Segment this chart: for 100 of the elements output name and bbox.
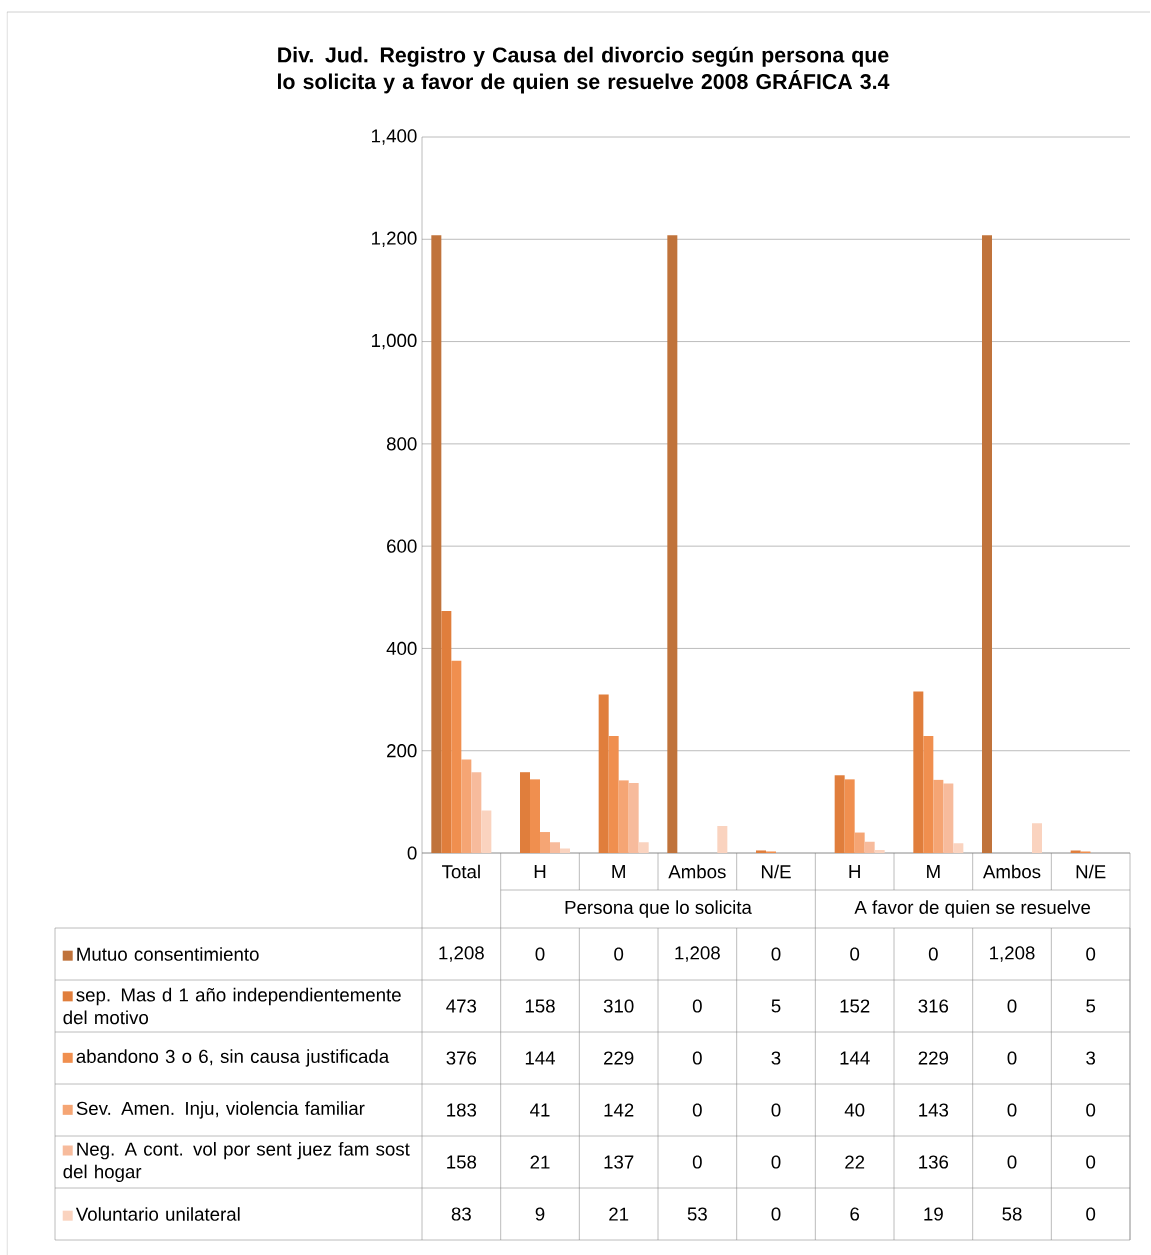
data-label: 5 xyxy=(771,999,781,1013)
data-label: 0 xyxy=(1007,999,1017,1013)
data-label: 21 xyxy=(530,1155,550,1169)
data-label: 0 xyxy=(850,947,860,961)
data-label: 137 xyxy=(604,1155,634,1169)
y-tick-label: 1,200 xyxy=(372,231,417,247)
legend-label: Voluntario unilateral xyxy=(75,1207,240,1221)
data-label: 0 xyxy=(692,999,702,1013)
y-tick-label: 200 xyxy=(387,744,417,758)
bar xyxy=(667,235,678,854)
data-label: 0 xyxy=(614,947,624,961)
data-label: 144 xyxy=(525,1051,556,1065)
y-tick-label: 0 xyxy=(407,846,417,860)
legend-label: Sev. Amen. Inju, violencia familiar xyxy=(76,1101,365,1119)
bar xyxy=(717,825,728,854)
data-label: 229 xyxy=(604,1051,634,1065)
text: A favor de quien se resuelve xyxy=(854,900,1091,918)
bar xyxy=(953,843,964,854)
legend-label: abandono 3 o 6, sin causa justificada xyxy=(76,1049,390,1067)
data-label: 9 xyxy=(535,1207,545,1221)
bar xyxy=(520,772,530,854)
data-label: 142 xyxy=(604,1103,634,1117)
bar xyxy=(913,691,924,854)
data-label: 58 xyxy=(1002,1207,1022,1221)
data-label: 144 xyxy=(840,1051,870,1065)
data-label: 83 xyxy=(451,1207,471,1221)
data-label: 19 xyxy=(924,1207,943,1221)
data-label: 1,208 xyxy=(675,946,720,962)
y-tick-label: 1,400 xyxy=(372,129,417,145)
bar xyxy=(854,832,865,854)
data-label: 3 xyxy=(771,1051,781,1065)
chart-title: Div. Jud. Registro y Causa del divorcio según persona que lo solicita y a favor de quien se resuelve 2008 GRÁFICA 3.4 xyxy=(278,46,890,94)
bar xyxy=(982,235,992,854)
data-label: 0 xyxy=(771,1207,781,1221)
data-label: 316 xyxy=(918,999,949,1013)
bar xyxy=(1032,823,1042,854)
x-tick-label: Ambos xyxy=(668,864,726,879)
x-tick-label: N/E xyxy=(1076,864,1106,879)
bar xyxy=(530,779,540,854)
x-tick-label: H xyxy=(534,865,546,878)
bar xyxy=(618,780,629,854)
data-label: 143 xyxy=(919,1103,949,1117)
y-tick-label: 400 xyxy=(386,641,417,656)
bar xyxy=(608,735,619,854)
bar xyxy=(461,759,472,854)
bar xyxy=(874,849,885,854)
bar xyxy=(756,850,766,854)
data-label: 53 xyxy=(687,1207,707,1221)
x-tick-label: Total xyxy=(442,864,480,879)
data-label: 0 xyxy=(1086,1103,1096,1117)
bar xyxy=(481,810,492,854)
data-label: 0 xyxy=(771,1155,781,1169)
legend-label: sep. Mas d 1 año independientemente del motivo xyxy=(63,987,401,1025)
bar xyxy=(451,660,462,854)
data-label: 0 xyxy=(1086,947,1096,961)
bar xyxy=(598,694,609,854)
data-label: 0 xyxy=(928,947,938,961)
data-label: 0 xyxy=(1007,1051,1017,1065)
data-label: 5 xyxy=(1086,999,1096,1013)
data-label: 136 xyxy=(919,1155,949,1169)
text: Persona que lo solicita xyxy=(565,900,752,918)
data-label: 6 xyxy=(850,1207,860,1221)
bar xyxy=(943,783,954,854)
bar xyxy=(1070,850,1081,854)
data-label: 183 xyxy=(447,1103,477,1117)
x-tick-label: H xyxy=(849,865,860,878)
data-label: 158 xyxy=(447,1155,477,1169)
data-label: 1,208 xyxy=(439,946,484,962)
data-label: 3 xyxy=(1086,1051,1096,1065)
y-tick-label: 800 xyxy=(386,437,417,451)
bar xyxy=(431,235,442,854)
data-label: 152 xyxy=(840,999,870,1013)
data-label: 158 xyxy=(525,999,555,1013)
data-label: 0 xyxy=(771,1103,781,1117)
y-tick-label: 1,000 xyxy=(372,333,417,350)
bar xyxy=(864,841,875,854)
data-label: 41 xyxy=(530,1103,550,1117)
x-tick-label: M xyxy=(927,865,940,878)
data-label: 0 xyxy=(535,947,545,961)
data-label: 229 xyxy=(918,1051,949,1065)
bar xyxy=(550,842,560,854)
x-tick-label: Ambos xyxy=(983,864,1041,879)
legend-label: Mutuo consentimiento xyxy=(77,947,259,961)
data-label: 0 xyxy=(1007,1155,1017,1169)
data-label: 22 xyxy=(845,1155,865,1169)
data-label: 473 xyxy=(446,999,477,1013)
legend-label: Neg. A cont. vol por sent juez fam sost del hogar xyxy=(63,1141,410,1183)
data-label: 376 xyxy=(446,1051,477,1065)
data-label: 0 xyxy=(1007,1103,1017,1117)
x-tick-label: N/E xyxy=(761,864,791,879)
bar xyxy=(441,611,452,854)
bar xyxy=(638,842,649,854)
bar xyxy=(923,735,934,854)
y-tick-label: 600 xyxy=(387,539,417,553)
data-label: 0 xyxy=(692,1155,702,1169)
data-label: 1,208 xyxy=(990,946,1035,962)
data-label: 40 xyxy=(844,1103,865,1117)
bar xyxy=(540,832,550,854)
bar xyxy=(471,772,482,854)
data-label: 310 xyxy=(603,999,634,1013)
